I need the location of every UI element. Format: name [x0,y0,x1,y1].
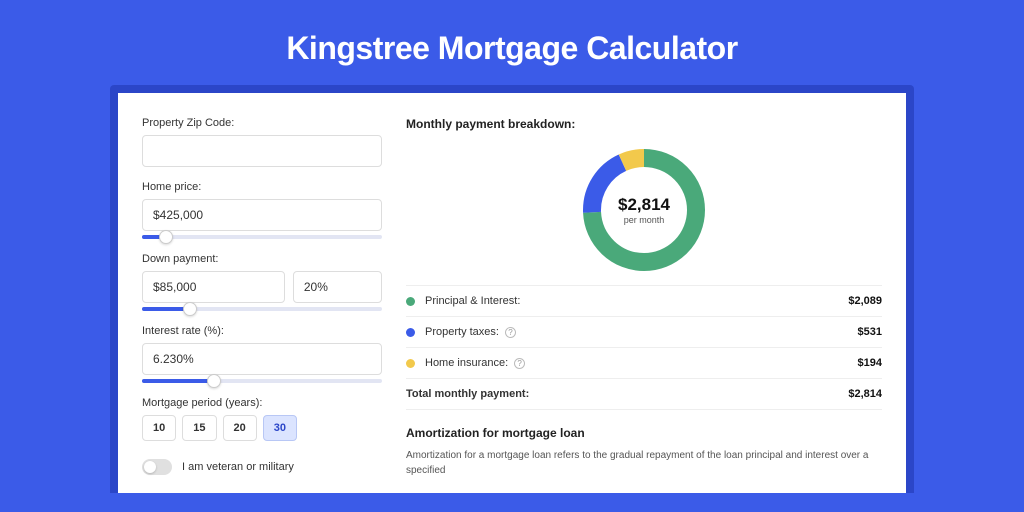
legend-row: Property taxes:?$531 [406,317,882,348]
field-zip: Property Zip Code: [142,117,382,167]
interest-rate-slider[interactable] [142,379,382,383]
help-icon[interactable]: ? [505,327,516,338]
field-home-price: Home price: [142,181,382,239]
page-title: Kingstree Mortgage Calculator [0,30,1024,67]
period-option-10[interactable]: 10 [142,415,176,441]
breakdown-column: Monthly payment breakdown: $2,814 per mo… [406,117,882,493]
legend-label: Property taxes:? [425,326,858,338]
amortization-text: Amortization for a mortgage loan refers … [406,448,882,478]
legend-label-text: Property taxes: [425,326,499,338]
interest-rate-label: Interest rate (%): [142,325,382,337]
donut-center: $2,814 per month [583,149,705,271]
donut-wrap: $2,814 per month [406,143,882,285]
legend-value: $194 [858,357,882,369]
panel-frame: Property Zip Code: Home price: Down paym… [110,85,914,493]
zip-label: Property Zip Code: [142,117,382,129]
veteran-toggle[interactable] [142,459,172,475]
total-value: $2,814 [848,388,882,400]
donut-chart: $2,814 per month [583,149,705,271]
field-period: Mortgage period (years): 1015 2030 [142,397,382,441]
donut-sub: per month [624,215,665,225]
calculator-panel: Property Zip Code: Home price: Down paym… [118,93,906,493]
home-price-slider[interactable] [142,235,382,239]
period-option-30[interactable]: 30 [263,415,297,441]
veteran-label: I am veteran or military [182,461,294,473]
veteran-row: I am veteran or military [142,459,382,475]
legend-dot [406,359,415,368]
interest-rate-input[interactable] [142,343,382,375]
amortization-title: Amortization for mortgage loan [406,426,882,440]
period-label: Mortgage period (years): [142,397,382,409]
slider-thumb[interactable] [207,374,221,388]
breakdown-title: Monthly payment breakdown: [406,117,882,131]
legend-value: $2,089 [848,295,882,307]
down-payment-input[interactable] [142,271,285,303]
legend-row: Home insurance:?$194 [406,348,882,379]
donut-amount: $2,814 [618,195,670,215]
help-icon[interactable]: ? [514,358,525,369]
down-payment-label: Down payment: [142,253,382,265]
legend-row: Principal & Interest: $2,089 [406,286,882,317]
slider-thumb[interactable] [183,302,197,316]
down-payment-slider[interactable] [142,307,382,311]
period-option-15[interactable]: 15 [182,415,216,441]
total-label: Total monthly payment: [406,388,848,400]
home-price-input[interactable] [142,199,382,231]
legend-label: Principal & Interest: [425,295,848,307]
period-option-20[interactable]: 20 [223,415,257,441]
period-options: 1015 2030 [142,415,382,441]
form-column: Property Zip Code: Home price: Down paym… [142,117,382,493]
down-payment-pct-input[interactable] [293,271,382,303]
legend-value: $531 [858,326,882,338]
field-interest-rate: Interest rate (%): [142,325,382,383]
legend-dot [406,297,415,306]
slider-fill [142,379,214,383]
home-price-label: Home price: [142,181,382,193]
slider-thumb[interactable] [159,230,173,244]
legend-total-row: Total monthly payment:$2,814 [406,379,882,410]
amortization-section: Amortization for mortgage loan Amortizat… [406,426,882,478]
legend-dot [406,328,415,337]
toggle-knob [144,461,156,473]
field-down-payment: Down payment: [142,253,382,311]
legend-label-text: Principal & Interest: [425,295,520,307]
legend: Principal & Interest: $2,089 Property taxe… [406,285,882,410]
legend-label: Home insurance:? [425,357,858,369]
legend-label-text: Home insurance: [425,357,508,369]
hero: Kingstree Mortgage Calculator [0,0,1024,85]
zip-input[interactable] [142,135,382,167]
